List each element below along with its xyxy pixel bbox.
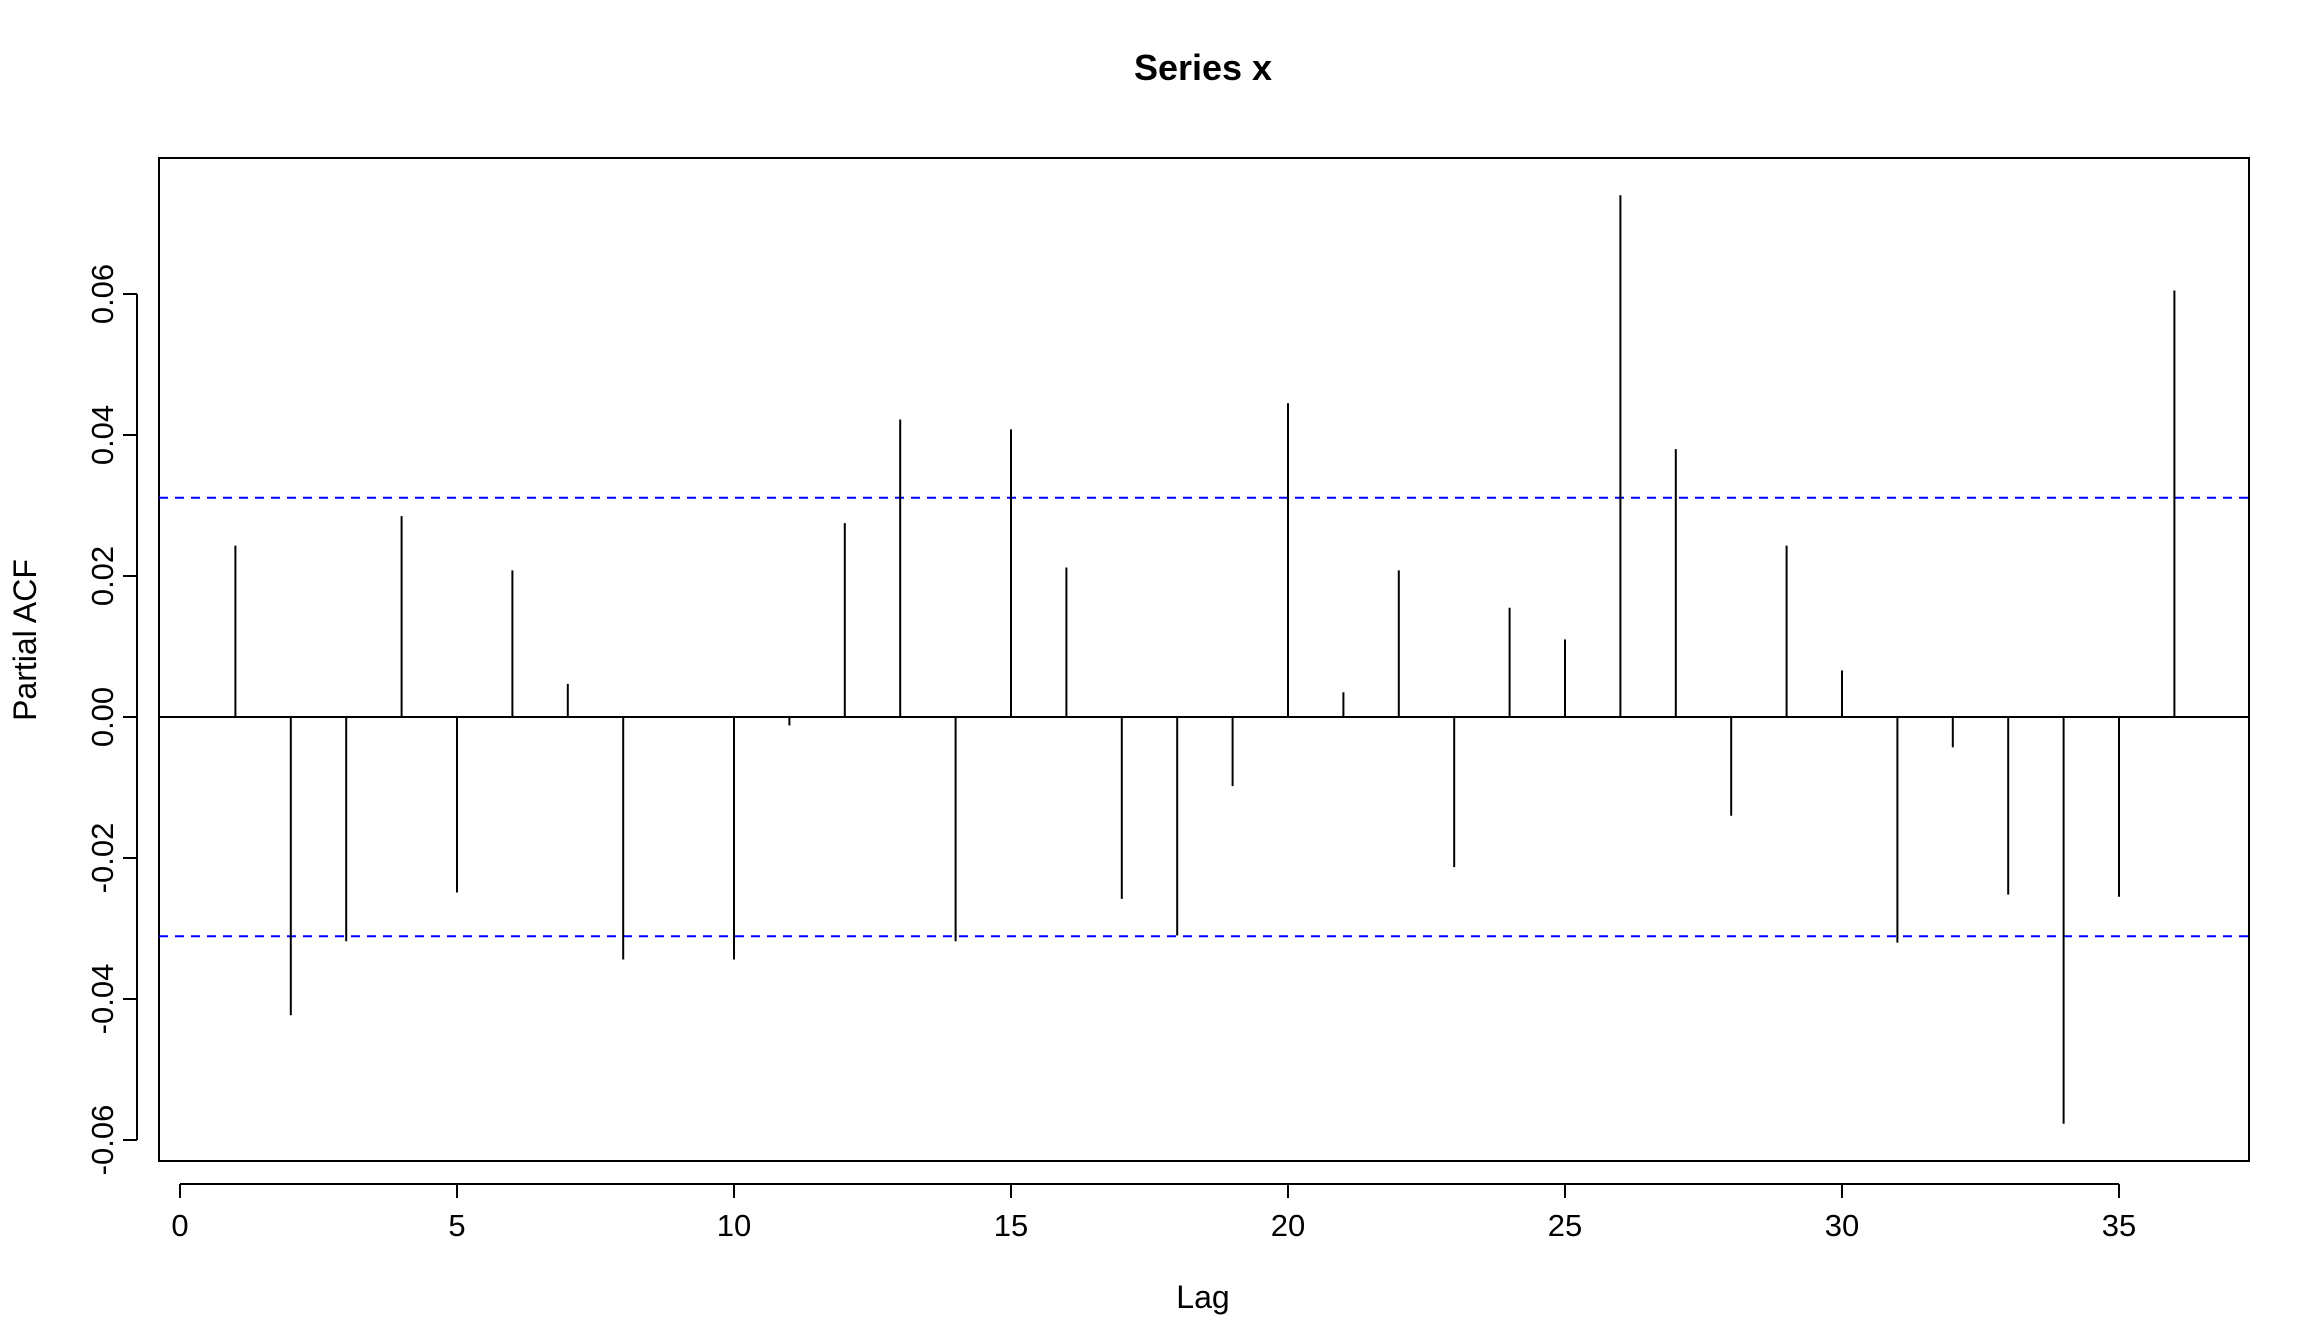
y-tick-label: 0.06: [85, 264, 120, 324]
plot-frame: [158, 157, 2250, 1162]
pacf-bars: [234, 195, 2176, 1124]
y-tick-label: 0.00: [85, 687, 120, 747]
x-tick-label: 0: [171, 1208, 188, 1243]
y-tick-label: 0.02: [85, 546, 120, 606]
x-tick-label: 15: [994, 1208, 1028, 1243]
y-tick-label: 0.04: [85, 405, 120, 465]
x-tick-label: 25: [1548, 1208, 1582, 1243]
y-tick-label: -0.06: [85, 1105, 120, 1176]
y-axis: -0.06 -0.04 -0.02 0.00 0.02 0.04 0.06: [85, 264, 138, 1176]
y-tick-label: -0.04: [85, 964, 120, 1035]
x-axis: 0 5 10 15 20 25 30 35: [171, 1183, 2136, 1243]
confidence-bounds: [159, 496, 2249, 938]
chart-title: Series x: [1134, 47, 1272, 88]
x-tick-label: 35: [2102, 1208, 2136, 1243]
y-axis-label: Partial ACF: [7, 559, 43, 721]
x-tick-label: 20: [1271, 1208, 1305, 1243]
y-tick-label: -0.02: [85, 823, 120, 894]
x-tick-label: 10: [717, 1208, 751, 1243]
x-tick-label: 30: [1825, 1208, 1859, 1243]
x-axis-label: Lag: [1176, 1279, 1229, 1315]
x-tick-label: 5: [448, 1208, 465, 1243]
